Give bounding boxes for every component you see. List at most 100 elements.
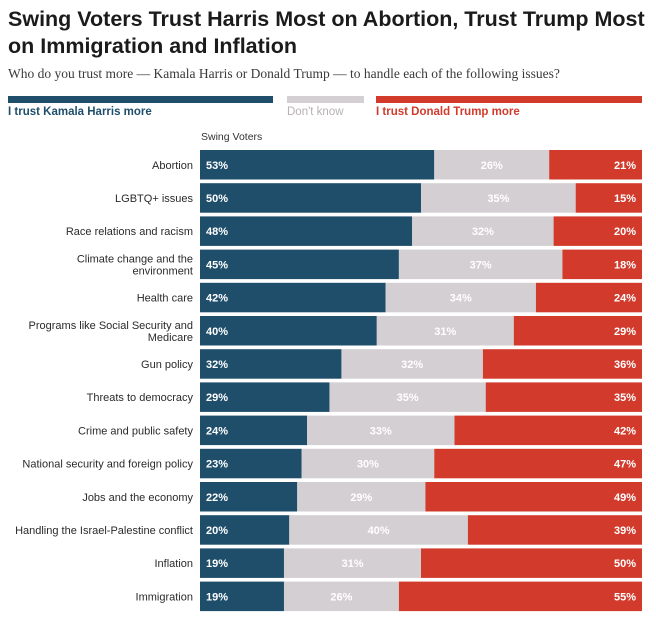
value-label-trump-health-care: 24% — [614, 293, 636, 305]
category-label-programs-like-social-security-and-medicare: Programs like Social Security and Medicar… — [29, 320, 193, 344]
category-label-threats-to-democracy: Threats to democracy — [87, 392, 194, 404]
value-label-trump-threats-to-democracy: 35% — [614, 392, 636, 404]
value-label-trump-inflation: 50% — [614, 558, 636, 570]
value-label-harris-programs-like-social-security-and-medicare: 40% — [206, 326, 228, 338]
category-label-jobs-and-the-economy: Jobs and the economy — [82, 492, 193, 504]
value-label-trump-jobs-and-the-economy: 49% — [614, 492, 636, 504]
value-label-dont-know-national-security-and-foreign-policy: 30% — [357, 459, 379, 471]
value-label-harris-health-care: 42% — [206, 293, 228, 305]
value-label-dont-know-race-relations-and-racism: 32% — [472, 226, 494, 238]
value-label-harris-inflation: 19% — [206, 558, 228, 570]
bar-harris-crime-and-public-safety — [200, 415, 308, 446]
bar-trump-crime-and-public-safety — [454, 415, 642, 446]
group-label: Swing Voters — [201, 131, 263, 143]
bar-dont-know-national-security-and-foreign-policy — [301, 448, 435, 479]
value-label-trump-handling-the-israel-palestine-conflict: 39% — [614, 525, 636, 537]
chart-subtitle: Who do you trust more — Kamala Harris or… — [8, 66, 560, 81]
value-label-trump-programs-like-social-security-and-medicare: 29% — [614, 326, 636, 338]
value-label-dont-know-programs-like-social-security-and-medicare: 31% — [434, 326, 456, 338]
bar-dont-know-abortion — [434, 150, 550, 180]
value-label-harris-crime-and-public-safety: 24% — [206, 425, 228, 437]
bar-trump-health-care — [535, 282, 642, 313]
category-label-climate-change-and-the-environment: Climate change and the environment — [77, 253, 193, 277]
value-label-dont-know-abortion: 26% — [481, 160, 503, 172]
bar-harris-jobs-and-the-economy — [200, 482, 298, 512]
bar-harris-immigration — [200, 581, 284, 612]
category-label-health-care: Health care — [137, 293, 193, 305]
value-label-trump-national-security-and-foreign-policy: 47% — [614, 459, 636, 471]
bar-harris-abortion — [200, 150, 435, 180]
legend-label-trump: I trust Donald Trump more — [376, 106, 520, 118]
value-label-trump-crime-and-public-safety: 42% — [614, 425, 636, 437]
bar-dont-know-threats-to-democracy — [329, 382, 486, 412]
value-label-trump-race-relations-and-racism: 20% — [614, 226, 636, 238]
value-label-trump-lgbtq-issues: 15% — [614, 193, 636, 205]
bar-trump-race-relations-and-racism — [553, 216, 642, 246]
bar-trump-gun-policy — [482, 349, 642, 379]
value-label-dont-know-immigration: 26% — [330, 591, 352, 603]
bar-harris-handling-the-israel-palestine-conflict — [200, 515, 290, 545]
bar-harris-gun-policy — [200, 349, 342, 379]
legend-label-dont-know: Don't know — [287, 106, 344, 118]
bar-dont-know-lgbtq-issues — [421, 183, 576, 213]
legend-swatch-trump — [376, 96, 642, 103]
bar-trump-national-security-and-foreign-policy — [434, 448, 642, 479]
value-label-trump-climate-change-and-the-environment: 18% — [614, 259, 636, 271]
value-label-harris-gun-policy: 32% — [206, 359, 228, 371]
category-label-gun-policy: Gun policy — [141, 359, 193, 371]
category-label-crime-and-public-safety: Crime and public safety — [78, 425, 193, 437]
category-label-national-security-and-foreign-policy: National security and foreign policy — [22, 459, 193, 471]
bar-trump-lgbtq-issues — [575, 183, 642, 213]
bar-dont-know-jobs-and-the-economy — [297, 482, 426, 512]
bar-harris-inflation — [200, 548, 284, 578]
value-label-harris-national-security-and-foreign-policy: 23% — [206, 459, 228, 471]
value-label-harris-abortion: 53% — [206, 160, 228, 172]
value-label-dont-know-crime-and-public-safety: 33% — [370, 425, 392, 437]
value-label-dont-know-jobs-and-the-economy: 29% — [350, 492, 372, 504]
value-label-dont-know-gun-policy: 32% — [401, 359, 423, 371]
bar-trump-climate-change-and-the-environment — [562, 249, 642, 280]
value-label-trump-abortion: 21% — [614, 160, 636, 172]
value-label-dont-know-handling-the-israel-palestine-conflict: 40% — [368, 525, 390, 537]
bar-harris-race-relations-and-racism — [200, 216, 413, 246]
value-label-harris-race-relations-and-racism: 48% — [206, 226, 228, 238]
legend-label-harris: I trust Kamala Harris more — [8, 106, 152, 118]
bar-harris-national-security-and-foreign-policy — [200, 448, 302, 479]
bar-dont-know-race-relations-and-racism — [412, 216, 554, 246]
chart-title: Swing Voters Trust Harris Most on Aborti… — [8, 7, 645, 58]
bar-dont-know-health-care — [385, 282, 536, 313]
value-label-dont-know-inflation: 31% — [341, 558, 363, 570]
value-label-trump-gun-policy: 36% — [614, 359, 636, 371]
category-label-handling-the-israel-palestine-conflict: Handling the Israel-Palestine conflict — [15, 525, 193, 537]
bar-dont-know-inflation — [283, 548, 421, 578]
value-label-harris-lgbtq-issues: 50% — [206, 193, 228, 205]
bar-trump-immigration — [398, 581, 642, 612]
bar-harris-lgbtq-issues — [200, 183, 421, 213]
legend-swatch-dont-know — [287, 96, 364, 103]
bar-harris-threats-to-democracy — [200, 382, 330, 412]
bar-trump-threats-to-democracy — [485, 382, 642, 412]
bar-trump-programs-like-social-security-and-medicare — [513, 316, 642, 346]
value-label-dont-know-climate-change-and-the-environment: 37% — [470, 259, 492, 271]
value-label-harris-threats-to-democracy: 29% — [206, 392, 228, 404]
bar-dont-know-crime-and-public-safety — [307, 415, 455, 446]
category-label-lgbtq-issues: LGBTQ+ issues — [115, 193, 193, 205]
category-label-abortion: Abortion — [152, 160, 193, 172]
bar-trump-inflation — [421, 548, 642, 578]
value-label-harris-jobs-and-the-economy: 22% — [206, 492, 228, 504]
category-label-immigration: Immigration — [136, 591, 193, 603]
bar-harris-programs-like-social-security-and-medicare — [200, 316, 377, 346]
bar-dont-know-programs-like-social-security-and-medicare — [376, 316, 514, 346]
value-label-harris-immigration: 19% — [206, 591, 228, 603]
value-label-harris-handling-the-israel-palestine-conflict: 20% — [206, 525, 228, 537]
bar-dont-know-gun-policy — [341, 349, 483, 379]
bar-dont-know-immigration — [283, 581, 399, 612]
bar-trump-abortion — [549, 150, 642, 180]
value-label-harris-climate-change-and-the-environment: 45% — [206, 259, 228, 271]
bar-trump-jobs-and-the-economy — [425, 482, 642, 512]
bar-dont-know-climate-change-and-the-environment — [398, 249, 563, 280]
value-label-trump-immigration: 55% — [614, 591, 636, 603]
bar-harris-health-care — [200, 282, 386, 313]
value-label-dont-know-lgbtq-issues: 35% — [487, 193, 509, 205]
